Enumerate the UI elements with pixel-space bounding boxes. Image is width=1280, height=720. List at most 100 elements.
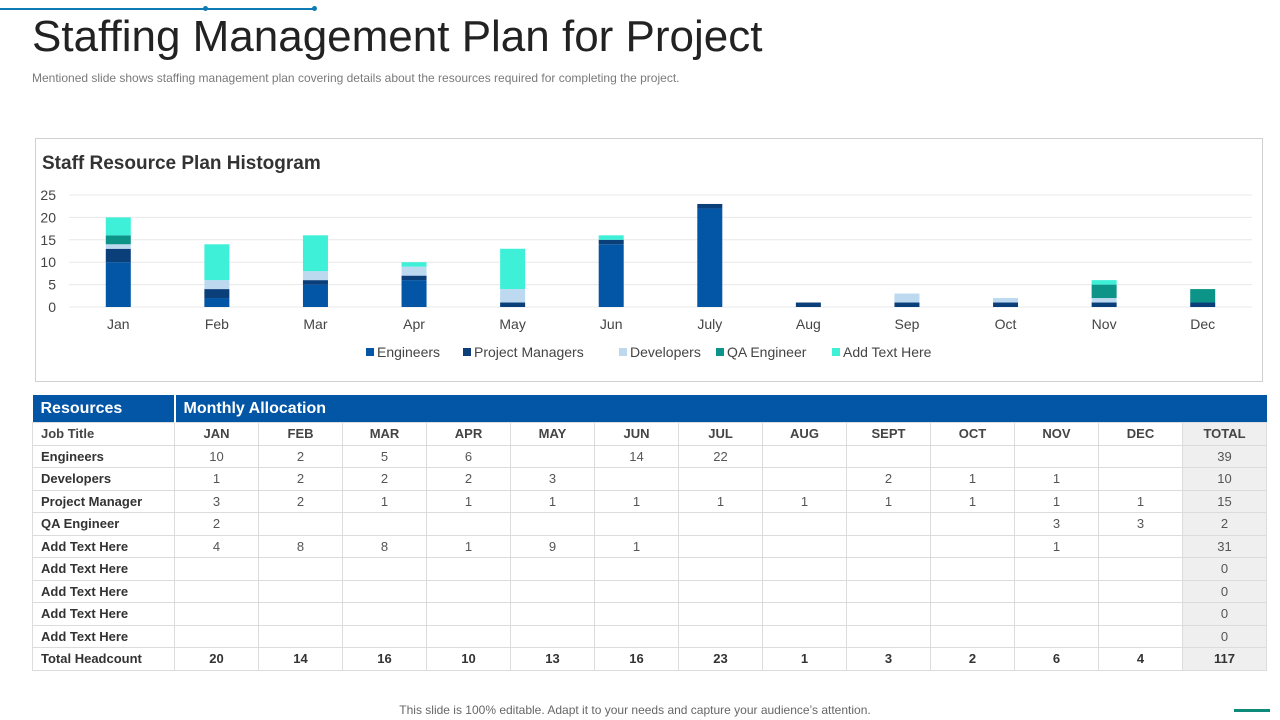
- total-headcount-row: Total Headcount 20 14 16 10 13 16 23 1 3 2 6 4 117: [32, 647, 1268, 671]
- table-row: Engineers 10 2 5 6 14 22 39: [32, 444, 1268, 468]
- table-cell: [258, 557, 343, 581]
- table-cell: [678, 557, 763, 581]
- table-cell: [1014, 602, 1099, 626]
- bar-segment: [105, 244, 131, 249]
- table-cell: 2: [258, 444, 343, 468]
- legend-label: Developers: [630, 344, 701, 360]
- table-cell: 2: [342, 467, 427, 491]
- table-cell: [510, 579, 595, 603]
- table-cell: 1: [762, 489, 847, 513]
- table-cell: 8: [258, 534, 343, 558]
- footer-accent-bar: [1234, 709, 1270, 712]
- bar-segment: [401, 280, 427, 307]
- bar-segment: [993, 298, 1019, 303]
- row-label: QA Engineer: [32, 512, 175, 536]
- table-cell: [930, 624, 1015, 648]
- table-cell: 117: [1181, 647, 1268, 671]
- y-tick-label: 25: [40, 187, 56, 203]
- bar-segment: [598, 244, 624, 307]
- table-row: Developers 1 2 2 2 3 2 1 1 10: [32, 467, 1268, 491]
- table-cell: APR: [426, 422, 511, 446]
- bar-segment: [401, 266, 427, 276]
- table-cell: 8: [342, 534, 427, 558]
- table-cell: 1: [1014, 467, 1099, 491]
- accent-dot: [203, 6, 208, 11]
- row-label: Add Text Here: [32, 602, 175, 626]
- monthly-allocation-header: Monthly Allocation: [174, 395, 1267, 423]
- table-cell: FEB: [258, 422, 343, 446]
- table-cell: 1: [930, 467, 1015, 491]
- table-row: Project Manager 3 2 1 1 1 1 1 1 1 1 1 1 15: [32, 489, 1268, 513]
- bar-segment: [697, 208, 723, 307]
- table-cell: 2: [258, 489, 343, 513]
- table-row: Add Text Here 0: [32, 624, 1268, 648]
- table-row: Add Text Here 0: [32, 602, 1268, 626]
- table-cell: [678, 624, 763, 648]
- table-row: Add Text Here 0: [32, 579, 1268, 603]
- table-cell: [1014, 624, 1099, 648]
- table-cell: 0: [1181, 579, 1268, 603]
- legend-swatch: [366, 348, 374, 356]
- row-label: Add Text Here: [32, 624, 175, 648]
- row-label: Add Text Here: [32, 534, 175, 558]
- x-tick-label: Apr: [403, 316, 425, 332]
- table-cell: 0: [1181, 557, 1268, 581]
- bar-segment: [500, 248, 526, 290]
- bar-segment: [204, 289, 230, 299]
- table-cell: [930, 444, 1015, 468]
- table-cell: 14: [258, 647, 343, 671]
- table-cell: [1014, 579, 1099, 603]
- top-accent-line: [0, 8, 316, 10]
- table-cell: 9: [510, 534, 595, 558]
- table-cell: [342, 602, 427, 626]
- bar-segment: [204, 280, 230, 290]
- table-cell: [678, 534, 763, 558]
- table-cell: 1: [930, 489, 1015, 513]
- table-row: QA Engineer 2 3 3 2: [32, 512, 1268, 536]
- table-cell: [510, 444, 595, 468]
- legend-label: Engineers: [377, 344, 440, 360]
- table-cell: [846, 557, 931, 581]
- table-cell: 20: [174, 647, 259, 671]
- table-cell: 3: [1098, 512, 1183, 536]
- table-cell: 1: [342, 489, 427, 513]
- bar-segment: [105, 248, 131, 263]
- table-cell: [762, 557, 847, 581]
- table-cell: [678, 579, 763, 603]
- table-cell: 0: [1181, 602, 1268, 626]
- table-cell: [678, 602, 763, 626]
- table-cell: AUG: [762, 422, 847, 446]
- table-cell: [846, 444, 931, 468]
- table-cell: [258, 602, 343, 626]
- legend-label: Project Managers: [474, 344, 584, 360]
- table-cell: 2: [258, 467, 343, 491]
- footer-note: This slide is 100% editable. Adapt it to…: [399, 703, 871, 717]
- table-cell: [1098, 534, 1183, 558]
- row-label: Total Headcount: [32, 647, 175, 671]
- table-cell: 10: [1181, 467, 1268, 491]
- table-cell: [678, 512, 763, 536]
- histogram-chart: 0 5 10 15 20 25 Jan Feb Mar Apr May Jun July Aug Sep Oc…: [40, 187, 1252, 360]
- bar-segment: [105, 262, 131, 307]
- legend-label: Add Text Here: [843, 344, 932, 360]
- table-cell: 1: [594, 534, 679, 558]
- table-cell: [1014, 557, 1099, 581]
- table-cell: [594, 602, 679, 626]
- table-cell: 6: [426, 444, 511, 468]
- table-cell: [594, 512, 679, 536]
- table-cell: DEC: [1098, 422, 1183, 446]
- table-cell: 1: [174, 467, 259, 491]
- table-cell: [762, 467, 847, 491]
- table-cell: [1098, 602, 1183, 626]
- table-cell: TOTAL: [1181, 422, 1268, 446]
- legend-swatch: [619, 348, 627, 356]
- bar-segment: [302, 280, 328, 285]
- table-cell: [510, 624, 595, 648]
- table-cell: [846, 534, 931, 558]
- table-cell: [762, 624, 847, 648]
- table-cell: [258, 512, 343, 536]
- resources-header: Resources: [32, 395, 176, 423]
- table-cell: [762, 444, 847, 468]
- bar-segment: [302, 271, 328, 281]
- table-cell: [846, 624, 931, 648]
